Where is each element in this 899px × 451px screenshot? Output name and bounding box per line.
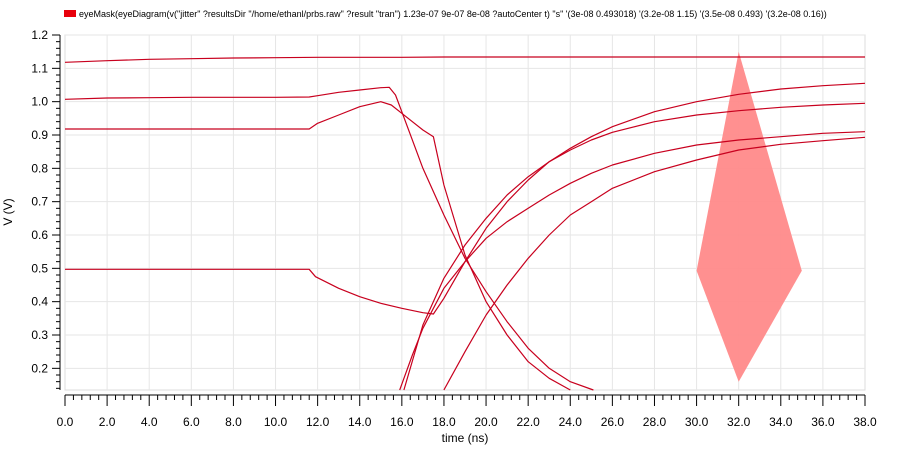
- x-tick-label: 38.0: [853, 415, 877, 429]
- y-tick-label: 0.5: [31, 261, 48, 275]
- y-tick-label: 1.1: [31, 61, 48, 75]
- y-tick-label: 0.6: [31, 228, 48, 242]
- y-tick-label: 0.3: [31, 328, 48, 342]
- legend-swatch: [64, 10, 76, 17]
- x-tick-label: 36.0: [811, 415, 835, 429]
- x-axis-tick-labels: 0.0 2.0 4.0 6.0 8.0 10.0 12.0 14.0 16.0 18.0 20.0 2…: [57, 415, 877, 429]
- y-axis-tick-labels: 0.2 0.3 0.4 0.5 0.6 0.7 0.8 0.9 1.0 1.1 1.2: [31, 28, 48, 375]
- y-axis-ticks: [52, 34, 60, 389]
- x-tick-label: 2.0: [99, 415, 116, 429]
- x-tick-label: 12.0: [306, 415, 330, 429]
- x-tick-label: 0.0: [57, 415, 74, 429]
- x-tick-label: 32.0: [727, 415, 751, 429]
- x-tick-label: 24.0: [559, 415, 583, 429]
- x-tick-label: 26.0: [601, 415, 625, 429]
- x-axis-title: time (ns): [442, 431, 489, 445]
- eye-trace-3: [65, 101, 571, 391]
- eye-trace-6: [399, 131, 866, 391]
- y-tick-label: 1.2: [31, 28, 48, 42]
- eye-mask-polygon: [696, 51, 802, 382]
- x-tick-label: 34.0: [769, 415, 793, 429]
- mask-layer: [696, 51, 802, 382]
- x-tick-label: 20.0: [474, 415, 498, 429]
- eye-trace-5: [403, 102, 866, 391]
- eye-trace-1: [64, 56, 865, 63]
- x-tick-label: 28.0: [643, 415, 667, 429]
- y-tick-label: 1.0: [31, 95, 48, 109]
- x-tick-label: 22.0: [516, 415, 540, 429]
- x-tick-label: 4.0: [141, 415, 158, 429]
- traces: [64, 56, 866, 391]
- x-tick-label: 14.0: [348, 415, 372, 429]
- x-axis-ticks: [64, 395, 866, 406]
- x-tick-label: 8.0: [225, 415, 242, 429]
- y-tick-label: 0.8: [31, 161, 48, 175]
- eye-trace-7: [443, 136, 866, 391]
- x-tick-label: 10.0: [264, 415, 288, 429]
- y-tick-label: 0.2: [31, 361, 48, 375]
- legend: eyeMask(eyeDiagram(v("jitter" ?resultsDi…: [64, 9, 827, 19]
- y-axis-title: V (V): [1, 198, 15, 225]
- x-tick-label: 30.0: [685, 415, 709, 429]
- x-tick-label: 16.0: [390, 415, 414, 429]
- y-tick-label: 0.7: [31, 195, 48, 209]
- eye-trace-4: [65, 82, 866, 315]
- x-tick-label: 18.0: [432, 415, 456, 429]
- eye-trace-2: [64, 86, 594, 391]
- legend-entry-label: eyeMask(eyeDiagram(v("jitter" ?resultsDi…: [79, 9, 827, 19]
- y-tick-label: 0.4: [31, 295, 48, 309]
- y-tick-label: 0.9: [31, 128, 48, 142]
- x-tick-label: 6.0: [183, 415, 200, 429]
